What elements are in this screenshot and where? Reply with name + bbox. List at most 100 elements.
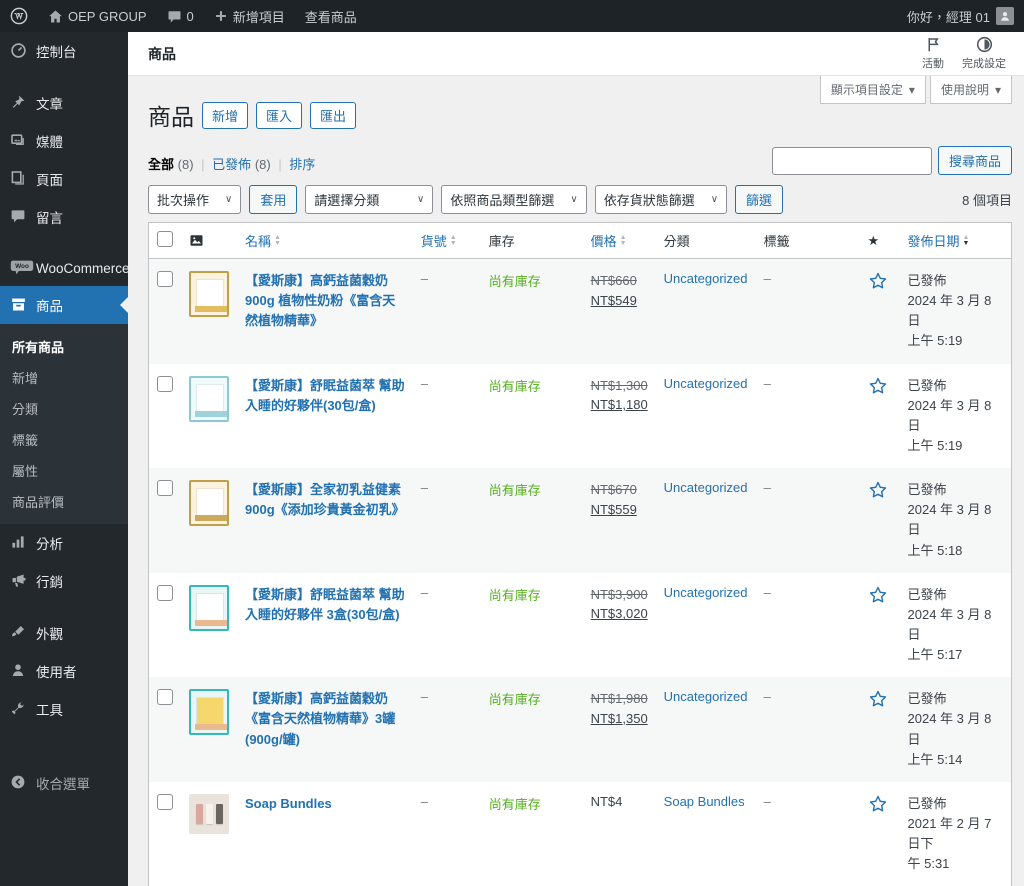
wc-header-title: 商品 [148,45,176,62]
activity-button[interactable]: 活動 [922,36,944,71]
featured-star-toggle[interactable] [868,585,892,605]
product-thumbnail[interactable] [189,271,229,317]
help-label: 使用說明 [940,83,989,97]
chevron-down-icon: ∨ [417,194,425,205]
search-products-button[interactable]: 搜尋商品 [937,146,1012,175]
category-link[interactable]: Uncategorized [663,271,748,286]
view-published-link[interactable]: 已發佈 [212,157,252,172]
product-name-link[interactable]: Soap Bundles [245,795,332,811]
wordpress-logo[interactable] [0,0,38,32]
sidebar-item-marketing[interactable]: 行銷 [0,562,128,600]
featured-star-toggle[interactable] [868,480,892,500]
select-all-checkbox[interactable] [157,231,173,247]
row-checkbox[interactable] [157,689,173,706]
view-sort-link[interactable]: 排序 [289,157,316,172]
sidebar-item-dashboard[interactable]: 控制台 [0,32,128,70]
sidebar-subitem-tags[interactable]: 標籤 [12,433,39,448]
separator: | [201,157,205,172]
product-thumbnail[interactable] [189,375,229,422]
finish-setup-button[interactable]: 完成設定 [962,36,1006,71]
row-checkbox[interactable] [157,584,173,601]
chevron-down-icon: ∨ [710,194,719,205]
product-type-filter-select[interactable]: 依照商品類型篩選 ∨ [441,185,587,214]
export-button[interactable]: 匯出 [310,101,357,129]
category-filter-value: 請選擇分類 [314,193,380,208]
sidebar-subitem-all-products[interactable]: 所有商品 [12,340,65,355]
sort-by-date[interactable]: 發佈日期 ▲ ▼ [907,233,970,250]
product-name-link[interactable]: 【愛斯康】舒眠益菌萃 幫助入睡的好夥伴(30包/盒) [245,377,405,413]
product-name-link[interactable]: 【愛斯康】舒眠益菌萃 幫助入睡的好夥伴 3盒(30包/盒) [245,586,405,622]
comments-shortcut[interactable]: 0 [157,0,204,32]
help-toggle[interactable]: 使用說明 ▾ [929,76,1012,104]
product-thumbnail[interactable] [189,584,229,631]
featured-star-toggle[interactable] [868,376,892,396]
add-new-button[interactable]: 新增 [202,101,249,129]
site-name-menu[interactable]: OEP GROUP [38,0,157,32]
sidebar-subitem-add-new[interactable]: 新增 [12,371,39,386]
stock-status: 尚有庫存 [488,796,541,812]
sort-by-name[interactable]: 名稱 ▲ ▼ [245,233,281,250]
apply-button[interactable]: 套用 [249,185,298,214]
featured-star-toggle[interactable] [868,271,892,291]
category-link[interactable]: Soap Bundles [663,793,745,809]
view-all-link[interactable]: 全部 [148,157,175,172]
sidebar-item-pages[interactable]: 頁面 [0,160,128,198]
product-thumbnail[interactable] [189,480,229,527]
sidebar-subitem-reviews[interactable]: 商品評價 [12,495,65,510]
filter-button[interactable]: 篩選 [735,185,784,214]
featured-star-toggle[interactable] [868,689,892,709]
products-table: 名稱 ▲ ▼ 貨號 ▲ ▼ 庫存 價格 ▲ ▼ 分類 標籤 ★ 發佈日期 ▲ ▼ [148,222,1012,886]
product-name-link[interactable]: 【愛斯康】高鈣益菌穀奶 900g 植物性奶粉《富含天然植物精華》 [245,273,396,329]
view-products-link[interactable]: 查看商品 [295,0,367,32]
product-thumbnail[interactable] [189,689,229,736]
row-checkbox[interactable] [157,480,173,497]
product-name-link[interactable]: 【愛斯康】高鈣益菌穀奶《富含天然植物精華》3罐(900g/罐) [245,691,396,747]
stock-status: 尚有庫存 [488,692,541,708]
sidebar-item-label: 外觀 [36,627,63,642]
row-checkbox[interactable] [157,793,173,810]
table-row: 【愛斯康】舒眠益菌萃 幫助入睡的好夥伴 3盒(30包/盒) – 尚有庫存 NT$… [148,572,1012,678]
sidebar-item-tools[interactable]: 工具 [0,690,128,728]
sidebar-item-comments[interactable]: 留言 [0,198,128,236]
import-button[interactable]: 匯入 [256,101,303,129]
product-name-link[interactable]: 【愛斯康】全家初乳益健素 900g《添加珍貴黃金初乳》 [245,482,405,518]
sidebar-item-appearance[interactable]: 外觀 [0,614,128,652]
sort-by-price[interactable]: 價格 ▲ ▼ [590,233,627,250]
sidebar-item-posts[interactable]: 文章 [0,84,128,122]
stock-status-filter-select[interactable]: 依存貨狀態篩選 ∨ [594,185,728,214]
sidebar-item-woocommerce[interactable]: Woo WooCommerce [0,250,130,286]
row-checkbox[interactable] [157,375,173,392]
screen-options-toggle[interactable]: 顯示項目設定 ▾ [819,76,926,104]
publish-date: 2024 年 3 月 8 日 [907,397,992,433]
brush-icon [10,624,28,642]
featured-star-toggle[interactable] [868,794,892,814]
sidebar-subitem-categories[interactable]: 分類 [12,402,39,417]
category-link[interactable]: Uncategorized [663,480,748,496]
half-circle-progress-icon [976,36,993,53]
view-products-label: 查看商品 [304,9,357,25]
publish-date: 2021 年 2 月 7 日下 [907,815,992,852]
category-link[interactable]: Uncategorized [663,689,748,705]
sidebar-item-media[interactable]: 媒體 [0,122,128,160]
sale-price: NT$1,180 [590,397,648,413]
sidebar-item-products[interactable]: 商品 [0,286,128,324]
view-all-count: (8) [177,157,194,172]
publish-status: 已發佈 [907,691,947,707]
category-filter-select[interactable]: 請選擇分類 ∨ [305,185,434,214]
new-item-menu[interactable]: 新增項目 [204,0,295,32]
sidebar-item-analytics[interactable]: 分析 [0,524,128,562]
search-input[interactable] [771,146,932,175]
category-link[interactable]: Uncategorized [663,584,748,600]
sort-by-sku[interactable]: 貨號 ▲ ▼ [420,233,457,250]
sidebar-item-users[interactable]: 使用者 [0,652,128,690]
publish-date: 2024 年 3 月 8 日 [907,293,992,329]
sidebar-item-collapse[interactable]: 收合選單 [0,764,128,802]
tags-value: – [763,271,771,286]
product-thumbnail[interactable] [189,793,229,834]
bulk-actions-select[interactable]: 批次操作 ∨ [148,185,242,214]
account-menu[interactable]: 你好，經理 01 [907,7,1024,26]
category-link[interactable]: Uncategorized [663,375,748,391]
sidebar-subitem-attributes[interactable]: 屬性 [12,464,39,479]
row-checkbox[interactable] [157,271,173,287]
tags-value: – [763,689,771,705]
